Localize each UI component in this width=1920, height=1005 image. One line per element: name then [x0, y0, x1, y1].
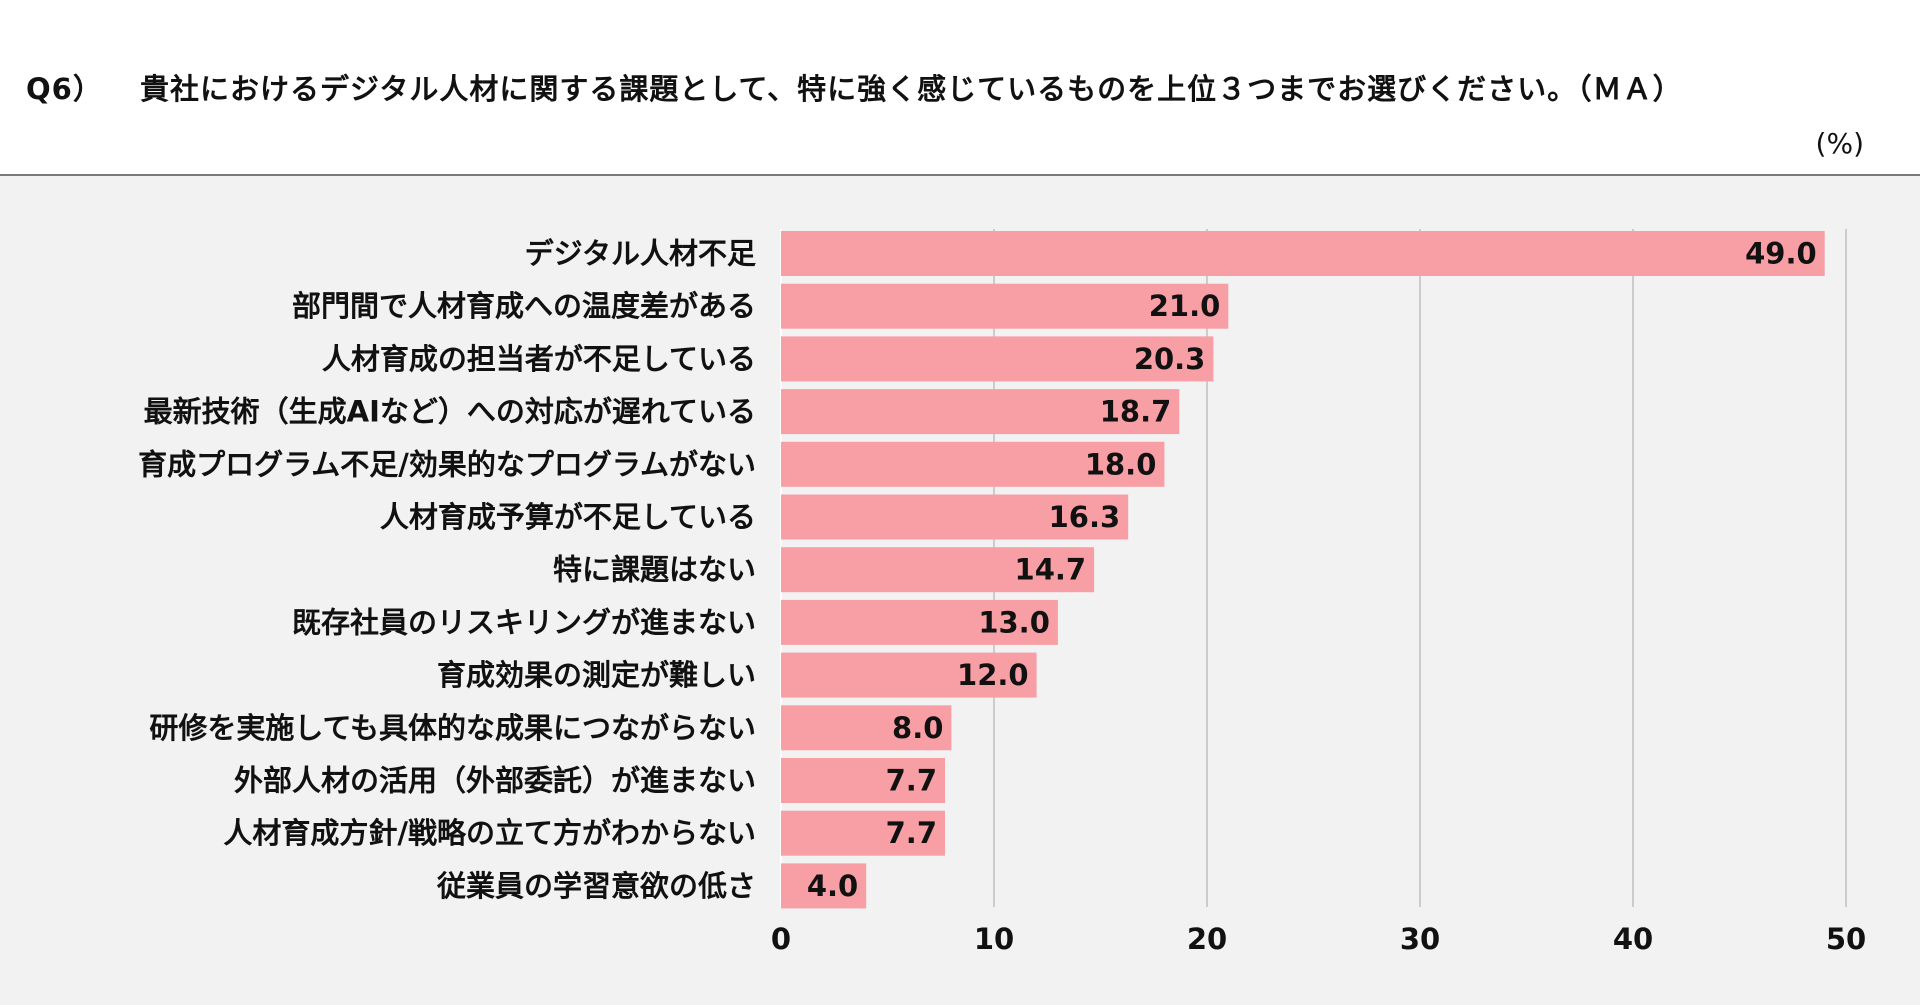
- question-number: Q6）: [26, 72, 103, 106]
- category-label: 研修を実施しても具体的な成果につながらない: [149, 711, 756, 745]
- x-tick-label: 20: [1187, 922, 1227, 956]
- x-tick-label: 40: [1613, 922, 1653, 956]
- value-label: 16.3: [1049, 500, 1121, 534]
- bar: [781, 652, 1037, 698]
- category-label: 人材育成方針/戦略の立て方がわからない: [223, 816, 756, 850]
- bars: [781, 231, 1825, 909]
- x-axis-ticks: 0 10 20 30 40 50: [771, 922, 1866, 956]
- bar: [781, 599, 1058, 645]
- category-labels: デジタル人材不足部門間で人材育成への温度差がある人材育成の担当者が不足している最…: [138, 237, 756, 903]
- bar: [781, 494, 1129, 540]
- value-label: 8.0: [892, 711, 943, 745]
- bar: [781, 231, 1825, 276]
- value-label: 49.0: [1745, 237, 1817, 271]
- bar: [781, 336, 1214, 382]
- bar: [781, 705, 952, 751]
- category-label: 既存社員のリスキリングが進まない: [292, 605, 756, 639]
- value-label: 13.0: [978, 605, 1050, 639]
- value-label: 7.7: [886, 816, 937, 850]
- category-label: デジタル人材不足: [525, 237, 756, 271]
- value-label: 18.0: [1085, 447, 1157, 481]
- x-tick-label: 30: [1400, 922, 1440, 956]
- bar: [781, 389, 1180, 435]
- question-header: Q6） 貴社におけるデジタル人材に関する課題として、特に強く感じているものを上位…: [0, 0, 1920, 176]
- unit-label: (%): [1815, 127, 1864, 160]
- bar: [781, 758, 946, 803]
- x-tick-label: 0: [771, 922, 791, 956]
- value-label: 14.7: [1015, 553, 1087, 587]
- bar: [781, 810, 946, 856]
- value-label: 4.0: [807, 869, 858, 903]
- bar: [781, 441, 1165, 487]
- category-label: 人材育成の担当者が不足している: [322, 342, 756, 376]
- bar-chart: デジタル人材不足部門間で人材育成への温度差がある人材育成の担当者が不足している最…: [138, 229, 1866, 956]
- value-label: 20.3: [1134, 342, 1206, 376]
- category-label: 従業員の学習意欲の低さ: [436, 869, 756, 903]
- category-label: 育成効果の測定が難しい: [437, 658, 756, 692]
- category-label: 部門間で人材育成への温度差がある: [292, 289, 756, 323]
- question-text: 貴社におけるデジタル人材に関する課題として、特に強く感じているものを上位３つまで…: [140, 72, 1683, 106]
- value-label: 18.7: [1100, 395, 1172, 429]
- category-label: 人材育成予算が不足している: [380, 500, 756, 534]
- bar: [781, 283, 1229, 329]
- value-label: 12.0: [957, 658, 1029, 692]
- category-label: 最新技術（生成AIなど）への対応が遅れている: [144, 395, 756, 429]
- value-label: 7.7: [886, 764, 937, 798]
- bar: [781, 863, 867, 909]
- category-label: 外部人材の活用（外部委託）が進まない: [234, 764, 756, 798]
- value-label: 21.0: [1149, 289, 1221, 323]
- category-label: 育成プログラム不足/効果的なプログラムがない: [138, 447, 756, 481]
- category-label: 特に課題はない: [553, 553, 756, 587]
- value-labels: 49.0 21.0 20.3 18.7 18.0 16.3 14.7 13.0 12.0 8.0 7…: [807, 237, 1817, 903]
- x-tick-label: 50: [1826, 922, 1866, 956]
- bar: [781, 547, 1095, 593]
- x-tick-label: 10: [974, 922, 1014, 956]
